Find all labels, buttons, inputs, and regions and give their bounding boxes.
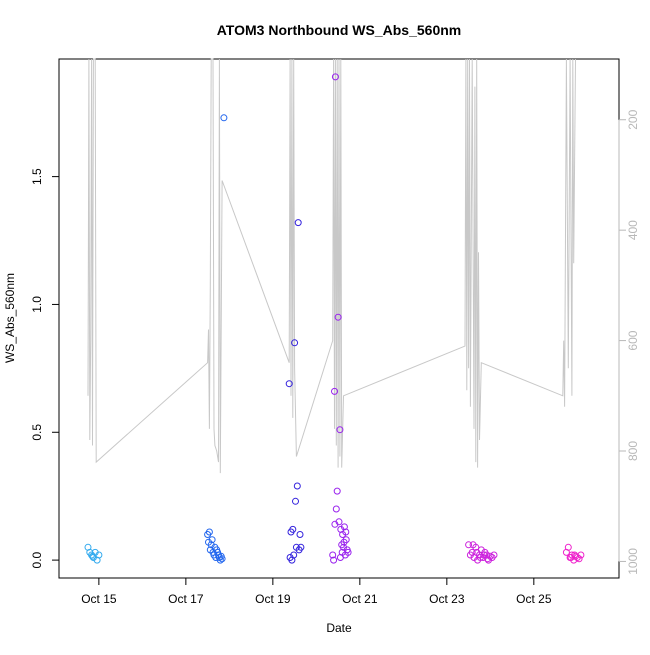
data-point: [342, 528, 350, 536]
y-tick-label: 0.5: [30, 424, 44, 441]
data-point: [291, 339, 299, 347]
series-line: [87, 58, 576, 474]
y-tick-label: 1.5: [30, 168, 44, 185]
data-point: [208, 536, 216, 544]
data-point: [480, 551, 488, 559]
data-point: [216, 556, 224, 564]
right-tick-label: 800: [626, 441, 640, 461]
data-point: [336, 426, 344, 434]
x-axis-label: Date: [326, 621, 352, 635]
y-axis: 0.0 0.5 1.0 1.5: [30, 168, 60, 568]
x-tick-label: Oct 19: [255, 592, 291, 606]
data-point: [469, 541, 477, 549]
data-point: [285, 380, 293, 388]
data-point: [564, 543, 572, 551]
x-tick-label: Oct 17: [168, 592, 204, 606]
data-point: [294, 219, 302, 227]
data-point: [340, 538, 348, 546]
data-point: [293, 482, 301, 490]
y-tick-label: 1.0: [30, 296, 44, 313]
data-point: [331, 387, 338, 395]
data-point: [289, 525, 297, 533]
data-point: [205, 528, 213, 536]
data-point: [297, 543, 305, 551]
chart-title: ATOM3 Northbound WS_Abs_560nm: [217, 22, 462, 38]
data-point: [331, 73, 339, 81]
x-tick-label: Oct 15: [81, 592, 117, 606]
right-tick-label: 200: [626, 109, 640, 129]
y-tick-label: 0.0: [30, 551, 44, 568]
x-tick-label: Oct 23: [429, 592, 465, 606]
data-point: [332, 505, 340, 513]
data-point: [220, 114, 228, 122]
data-point: [465, 541, 473, 549]
data-point: [329, 551, 337, 559]
data-point: [290, 551, 298, 559]
data-point: [333, 487, 341, 495]
data-point: [292, 497, 299, 505]
right-tick-label: 600: [626, 330, 640, 350]
data-point: [95, 551, 103, 559]
data-point: [490, 551, 498, 559]
data-point: [344, 548, 352, 556]
data-point: [296, 531, 304, 538]
point-layer: [84, 73, 585, 564]
x-tick-label: Oct 25: [516, 592, 552, 606]
data-point: [330, 556, 338, 564]
data-point: [571, 551, 579, 559]
data-point: [334, 313, 342, 321]
data-point: [575, 555, 583, 563]
data-point: [335, 518, 343, 526]
data-point: [218, 555, 226, 563]
y-axis-label: WS_Abs_560nm: [3, 273, 17, 363]
line-layer: [87, 58, 576, 474]
right-axis: 200 400 600 800 1000: [618, 109, 640, 575]
data-point: [89, 552, 96, 560]
data-point: [340, 523, 348, 531]
x-tick-label: Oct 21: [342, 592, 378, 606]
right-tick-label: 1000: [626, 548, 640, 575]
data-point: [484, 555, 492, 563]
right-tick-label: 400: [626, 220, 640, 240]
x-axis: Oct 15 Oct 17 Oct 19 Oct 21 Oct 23 Oct 25: [81, 577, 552, 606]
data-point: [473, 548, 481, 556]
